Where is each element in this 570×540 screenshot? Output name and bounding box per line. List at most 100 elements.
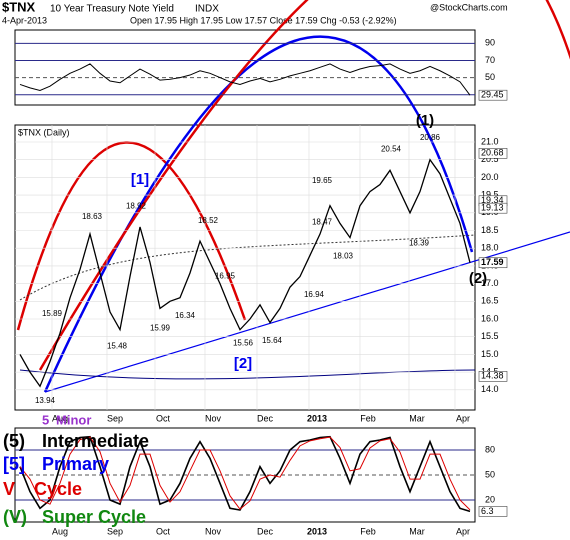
value-box-label: 29.45 [481, 90, 504, 100]
value-box-label: 14.38 [481, 371, 504, 381]
x-tick-label: Apr [456, 413, 470, 423]
price-label: 18.52 [198, 216, 219, 225]
x-tick-label: Sep [107, 413, 123, 423]
symbol: $TNX [2, 0, 36, 14]
stoch-tick-label: 80 [485, 444, 495, 454]
x-tick-label: Aug [52, 526, 68, 536]
value-box-label: 19.34 [481, 195, 504, 205]
price-label: 18.39 [409, 239, 430, 248]
value-box-label: 17.59 [481, 257, 504, 267]
price-label: 13.94 [35, 396, 56, 405]
rsi-tick-label: 70 [485, 55, 495, 65]
date: 4-Apr-2013 [2, 15, 47, 25]
lower-band [19, 369, 476, 380]
stoch-signal [19, 436, 471, 511]
price-label: 18.63 [82, 212, 103, 221]
y-tick-label: 15.5 [481, 331, 499, 341]
price-label: 16.95 [215, 271, 236, 280]
wave-label: (1) [416, 112, 434, 129]
y-tick-label: 16.5 [481, 296, 499, 306]
price-line [19, 158, 471, 388]
cycle-arc-small [16, 141, 247, 331]
price-label: 18.47 [312, 218, 333, 227]
x-tick-label: Oct [156, 413, 171, 423]
value-box [478, 506, 508, 517]
source: @StockCharts.com [430, 2, 508, 12]
price-label: 19.65 [312, 176, 333, 185]
y-tick-label: 15.0 [481, 349, 499, 359]
x-tick-label: Aug [52, 413, 68, 423]
stoch-line [19, 435, 471, 513]
price-label: 15.64 [262, 336, 283, 345]
price-panel [14, 124, 476, 411]
price-label: 16.34 [175, 311, 196, 320]
stoch-tick-label: 20 [485, 494, 495, 504]
price-label: 20.54 [381, 144, 402, 153]
x-tick-label: 2013 [307, 526, 327, 536]
stoch-tick-label: 50 [485, 469, 495, 479]
wave-label: [2] [234, 355, 252, 372]
legend-mark: (V) [3, 507, 27, 527]
legend-mark: V [3, 479, 15, 499]
value-box-label: 20.68 [481, 148, 504, 158]
value-box-label: 19.13 [481, 203, 504, 213]
x-tick-label: Dec [257, 413, 274, 423]
x-tick-label: Apr [456, 526, 470, 536]
x-tick-label: Sep [107, 526, 123, 536]
cycle-arc-large [38, 0, 570, 371]
x-tick-label: Mar [409, 526, 425, 536]
x-tick-label: Feb [360, 526, 376, 536]
price-label: 18.03 [333, 251, 354, 260]
price-label: 16.94 [304, 290, 325, 299]
chart-title: 10 Year Treasury Note Yield [50, 4, 174, 15]
price-label: 15.89 [42, 309, 63, 318]
x-tick-label: Dec [257, 526, 274, 536]
price-label: 20.86 [420, 133, 441, 142]
price-label: 15.56 [233, 339, 254, 348]
value-box [478, 257, 508, 269]
x-tick-label: Nov [205, 413, 222, 423]
value-box [478, 89, 508, 101]
rsi-tick-label: 90 [485, 38, 495, 48]
y-tick-label: 14.0 [481, 384, 499, 394]
y-tick-label: 18.5 [481, 225, 499, 235]
price-label: 15.48 [107, 342, 128, 351]
rsi-line [19, 63, 471, 96]
y-tick-label: 20.0 [481, 172, 499, 182]
legend-label: Primary [42, 454, 109, 474]
legend-label: Intermediate [42, 431, 149, 451]
exchange: INDX [195, 4, 219, 15]
y-tick-label: 18.0 [481, 243, 499, 253]
legend-mark: [5] [3, 454, 25, 474]
price-label: 18.92 [126, 202, 147, 211]
panel-label: $TNX (Daily) [18, 127, 70, 137]
cycle-arcs [16, 0, 570, 393]
legend-mark: (5) [3, 431, 25, 451]
y-tick-label: 19.5 [481, 189, 499, 199]
x-tick-label: Nov [205, 526, 222, 536]
x-tick-label: Mar [409, 413, 425, 423]
y-tick-label: 20.5 [481, 154, 499, 164]
rsi-tick-label: 50 [485, 72, 495, 82]
y-tick-label: 21.0 [481, 136, 499, 146]
moving-average [19, 234, 476, 301]
x-tick-label: 2013 [307, 413, 327, 423]
rsi-panel [14, 29, 476, 106]
price-label: 15.99 [150, 323, 171, 332]
legend-label: Minor [56, 412, 91, 427]
wave-label: (2) [469, 270, 487, 287]
x-tick-label: Oct [156, 526, 171, 536]
value-box [478, 371, 508, 382]
value-box-label: 6.3 [481, 506, 494, 516]
wave-label: [1] [131, 171, 149, 188]
legend-mark: 5 [42, 412, 49, 427]
quote: Open 17.95 High 17.95 Low 17.57 Close 17… [130, 15, 397, 25]
x-tick-label: Feb [360, 413, 376, 423]
value-box [478, 202, 508, 214]
legend-label: Cycle [34, 479, 82, 499]
value-box [478, 148, 508, 159]
legend-label: Super Cycle [42, 507, 146, 527]
y-tick-label: 16.0 [481, 313, 499, 323]
y-tick-label: 17.0 [481, 278, 499, 288]
